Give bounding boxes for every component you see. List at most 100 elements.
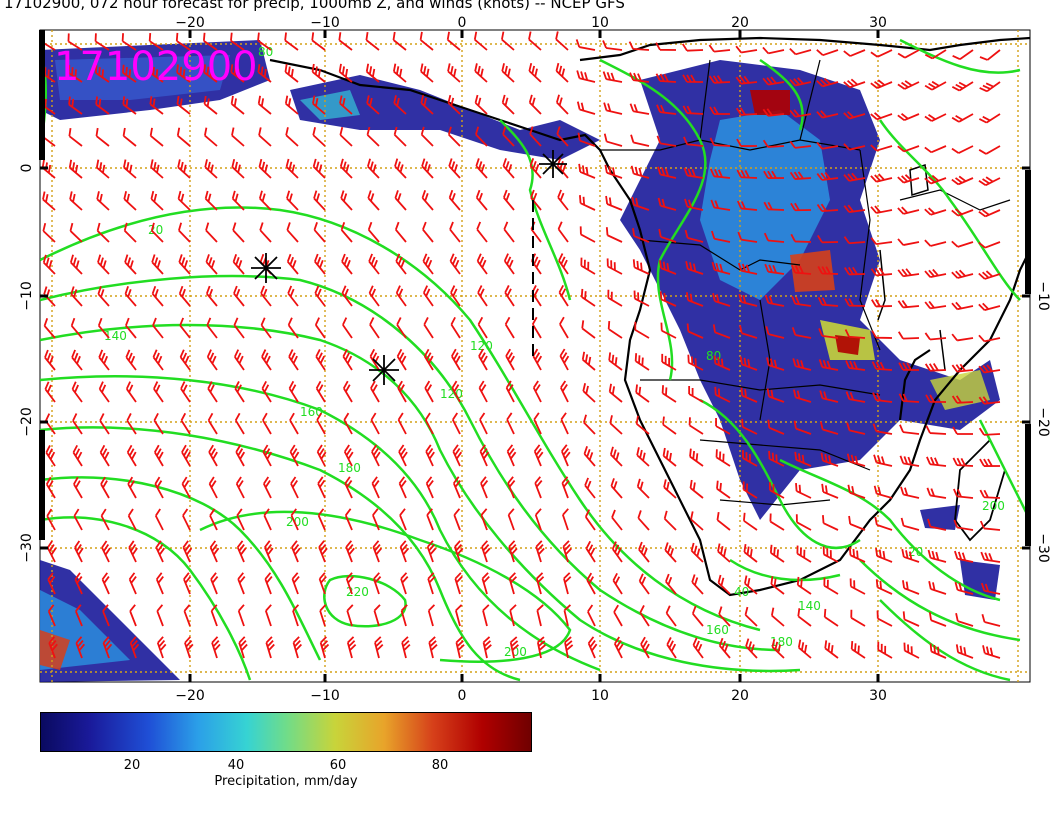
wind-barb bbox=[843, 204, 866, 213]
wind-barb bbox=[232, 222, 245, 243]
wind-barb bbox=[70, 286, 83, 307]
wind-barb bbox=[394, 190, 407, 211]
wind-barb bbox=[368, 253, 380, 275]
lat-labels-left: 0 −10 −20 −30 bbox=[19, 164, 35, 563]
country-borders bbox=[600, 59, 1011, 506]
lon-tick-label: 20 bbox=[731, 688, 749, 704]
wind-barb bbox=[284, 32, 299, 51]
wind-barb bbox=[449, 221, 461, 243]
wind-barb bbox=[481, 572, 490, 595]
wind-barb bbox=[206, 317, 218, 339]
wind-barb bbox=[608, 352, 623, 371]
wind-barb bbox=[72, 413, 83, 435]
wind-barb bbox=[792, 358, 812, 371]
wind-barb bbox=[789, 77, 812, 87]
wind-barb bbox=[258, 158, 272, 179]
wind-barb bbox=[563, 604, 572, 627]
wind-barb bbox=[501, 31, 515, 51]
wind-barb bbox=[735, 75, 758, 85]
wind-barb bbox=[123, 159, 137, 179]
wind-barb bbox=[125, 381, 137, 403]
wind-barb bbox=[686, 323, 704, 339]
wind-barb bbox=[609, 446, 623, 467]
wind-barb bbox=[315, 380, 326, 403]
wind-barb bbox=[954, 550, 974, 563]
wind-barb bbox=[453, 540, 464, 563]
wind-barb bbox=[709, 106, 731, 115]
wind-barb bbox=[630, 165, 650, 179]
wind-barb bbox=[501, 63, 515, 83]
contour-label-group: 20 80 120 140 160 180 200 220 200 180 16… bbox=[104, 45, 1005, 659]
wind-barb bbox=[122, 127, 137, 147]
wind-barb bbox=[924, 332, 947, 341]
wind-barb bbox=[316, 412, 326, 435]
wind-barb bbox=[924, 300, 947, 310]
wind-barb bbox=[529, 126, 542, 147]
wind-barb bbox=[44, 381, 56, 403]
wind-barb bbox=[683, 167, 704, 179]
wind-barb bbox=[448, 158, 461, 179]
lon-tick-label: −10 bbox=[310, 688, 340, 704]
wind-barb bbox=[924, 145, 947, 154]
wind-barb bbox=[263, 476, 272, 499]
wind-barb bbox=[75, 604, 83, 627]
wind-barb bbox=[68, 96, 83, 115]
wind-barb bbox=[656, 135, 677, 147]
wind-barb bbox=[343, 444, 354, 467]
wind-barb bbox=[312, 95, 326, 115]
wind-barb bbox=[427, 604, 436, 627]
wind-barb bbox=[97, 254, 110, 275]
wind-barb bbox=[210, 572, 219, 595]
storm-marker bbox=[369, 355, 399, 385]
wind-barb bbox=[635, 415, 650, 435]
wind-barb bbox=[873, 485, 893, 499]
wind-barb bbox=[795, 482, 812, 499]
wind-barb bbox=[791, 295, 812, 307]
wind-barb bbox=[657, 197, 677, 211]
wind-barb bbox=[101, 572, 110, 595]
wind-barb bbox=[897, 174, 920, 184]
wind-barb bbox=[771, 638, 785, 659]
wind-barb bbox=[290, 476, 299, 499]
wind-barb bbox=[580, 288, 596, 307]
wind-barb bbox=[69, 191, 83, 211]
wind-barb bbox=[289, 412, 299, 435]
precip-area bbox=[750, 90, 790, 115]
wind-barb bbox=[844, 266, 866, 276]
wind-barb bbox=[209, 508, 218, 531]
wind-barb bbox=[951, 113, 974, 123]
wind-barb bbox=[426, 508, 434, 531]
wind-barb bbox=[629, 103, 650, 115]
wind-barb bbox=[711, 261, 731, 275]
wind-barb bbox=[367, 190, 380, 211]
wind-barb bbox=[177, 159, 191, 179]
wind-barb bbox=[70, 317, 83, 339]
wind-barb bbox=[898, 362, 920, 371]
wind-barb bbox=[534, 508, 542, 531]
wind-barb bbox=[502, 158, 515, 179]
wind-barb bbox=[314, 253, 326, 275]
wind-barb bbox=[473, 31, 488, 51]
wind-barb bbox=[262, 412, 272, 435]
wind-barb bbox=[124, 286, 137, 307]
wind-barb bbox=[149, 127, 164, 147]
precip-area bbox=[790, 250, 835, 292]
wind-barb bbox=[455, 636, 465, 659]
wind-barb bbox=[562, 540, 572, 563]
wind-barb bbox=[954, 581, 974, 595]
wind-barb bbox=[711, 230, 731, 243]
wind-barb bbox=[400, 572, 409, 595]
wind-barb bbox=[560, 380, 569, 403]
wind-barb bbox=[42, 254, 56, 275]
wind-barb bbox=[607, 320, 623, 339]
wind-barb bbox=[479, 412, 488, 435]
wind-barb bbox=[689, 448, 704, 467]
wind-barb bbox=[736, 200, 758, 211]
wind-barb bbox=[126, 444, 137, 467]
wind-barb bbox=[451, 380, 461, 403]
wind-barb bbox=[203, 127, 218, 147]
wind-barb bbox=[577, 132, 596, 147]
wind-barb bbox=[582, 383, 596, 403]
wind-barb bbox=[897, 145, 920, 153]
